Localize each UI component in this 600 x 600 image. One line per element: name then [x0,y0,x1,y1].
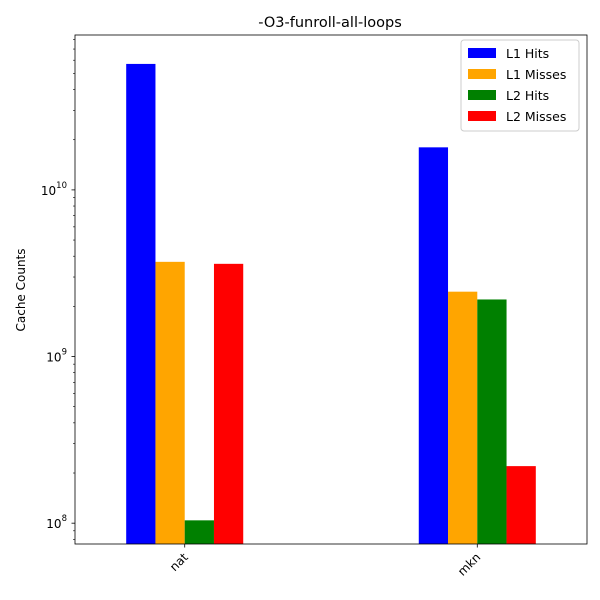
bar-mkn-l1-hits [418,147,449,544]
legend-swatch [468,48,496,58]
plot-area: 108 109 1010 nat mkn [41,34,588,579]
legend-label: L2 Hits [506,88,549,103]
bar-nat-l2-hits [184,520,214,544]
legend-swatch [468,69,496,79]
y-tick-label: 108 [46,514,67,531]
legend-swatch [468,90,496,100]
legend-label: L2 Misses [506,109,566,124]
bar-nat-l1-misses [155,261,185,544]
bar-nat-l1-hits [126,63,156,545]
y-tick-label: 109 [46,348,67,365]
x-tick-label-mkn: mkn [455,550,483,578]
y-tick-label: 1010 [41,181,67,198]
legend-box [460,39,580,132]
bar-mkn-l2-hits [477,299,507,544]
axes-frame [74,34,588,545]
bar-mkn-l1-misses [448,291,478,544]
legend-label: L1 Hits [506,46,549,61]
y-axis-title: Cache Counts [14,248,28,331]
legend-swatch [468,111,496,121]
chart-title: -O3-funroll-all-loops [258,15,402,31]
legend: L1 Hits L1 Misses L2 Hits L2 Misses [460,39,580,132]
legend-label: L1 Misses [506,67,566,82]
bar-mkn-l2-misses [506,466,536,544]
x-tick-label-nat: nat [167,550,191,574]
bar-nat-l2-misses [213,263,244,544]
